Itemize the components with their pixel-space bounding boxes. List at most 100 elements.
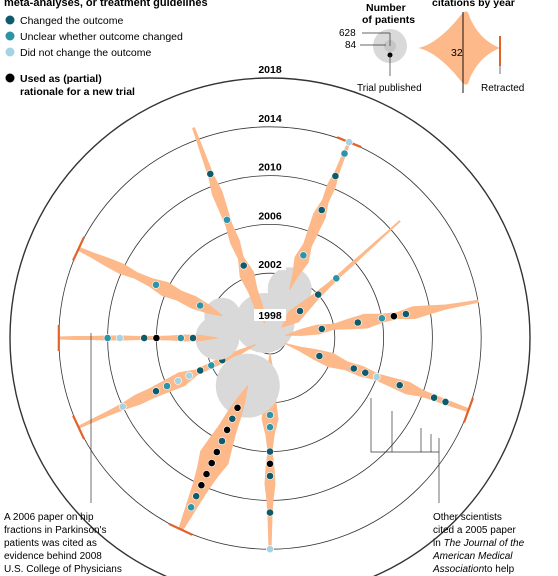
annotation-right-in: in [433,538,441,549]
citations-value: 32 [451,47,463,59]
ring-label-2010: 2010 [258,162,282,174]
trial-8-retracted-marker [72,236,86,261]
trial-3-dot-4-changed [401,310,410,318]
citations-title: citations by year [432,0,515,9]
trial-9-dot-4-black [212,448,221,456]
legend-unclear-swatch [5,31,15,41]
ring-label-bg-2010 [254,160,286,173]
trial-3-dot-3-black [389,312,398,321]
annotation-right-line-1: Other scientists [433,512,502,523]
legend-changed-label: Changed the outcome [20,15,123,27]
annotation-right-journal-3: Association [432,564,485,575]
trial-7-dot-2-black [152,334,161,342]
annotation-right-tail: to help [484,564,514,575]
legend-unclear-label: Unclear whether outcome changed [20,31,183,43]
trial-published-label: Trial published [357,83,422,94]
trial-9-dot-0-black [233,403,242,412]
annotation-right-bracket [370,398,439,453]
trial-9-dot-6-black [202,470,211,478]
annotation-left-line-4: evidence behind 2008 [4,551,102,562]
trial-5-dot-0-unclear [266,411,274,419]
annotation-left-line-1: A 2006 paper on hip [4,512,94,523]
trial-3-dot-0-changed [317,324,326,333]
trial-9-dot-8-changed [192,492,201,501]
trial-4-dot-4-changed [395,381,404,390]
ring-label-bg-2018 [254,63,286,75]
legend-rationale-label-1: Used as (partial) [20,73,102,85]
annotation-right-line-5: Associationto help [432,564,515,575]
trial-5-dot-3-black [266,459,274,468]
annotation-left: A 2006 paper on hip fractions in Parkins… [4,333,122,575]
trial-8-dot-0-unclear [196,301,205,310]
trial-4-dot-2-changed [361,368,370,377]
ring-label-bg-1998 [254,309,286,321]
trial-4-dot-0-changed [315,352,324,360]
ring-label-bg-2014 [254,111,286,124]
ring-label-2006: 2006 [258,210,282,222]
annotation-left-line-3: patients was cited as [4,538,97,549]
trial-7-dot-5-unclear [103,334,112,342]
ring-label-2002: 2002 [258,259,282,271]
annotation-right-line-4: American Medical [432,551,513,562]
trial-5-dot-5-changed [266,508,274,517]
ring-label-1998: 1998 [258,310,282,322]
trial-0-dot-2-changed [206,169,215,178]
patients-value-628: 628 [339,28,356,39]
trial-3-dot-2-unclear [377,314,386,323]
ring-label-2014: 2014 [258,113,282,125]
trial-3-dot-1-changed [353,318,362,327]
trial-2-dot-2-unclear [332,274,341,283]
trial-6-retracted-marker [72,415,86,440]
trial-5-dot-6-notchanged [266,545,274,554]
legend: meta-analyses, or treatment guidelines C… [4,0,208,98]
trial-6-dot-3-notchanged [185,371,194,380]
size-key: Number of patients 628 84 Trial publishe… [339,0,524,94]
trial-6-dot-6-changed [152,387,160,396]
patients-value-84: 84 [345,40,357,51]
annotation-right-line-3: in The Journal of the [433,538,525,549]
annotation-right-line-2: cited a 2005 paper [433,525,517,536]
annotation-left-line-2: fractions in Parkinson's [4,525,107,536]
trial-9 [168,353,280,536]
annotation-left-line-5: U.S. College of Physicians [4,564,122,575]
legend-notchanged-label: Did not change the outcome [20,47,151,59]
citations-violin [418,11,500,85]
trial-1-citations-body [289,141,351,290]
trial-7-dot-0-changed [189,334,197,342]
ring-label-bg-2006 [254,209,286,222]
trial-7-dot-1-unclear [176,334,185,342]
trial-6-dot-5-unclear [163,382,171,390]
trial-7-dot-3-changed [140,334,149,342]
trial-8-dot-1-unclear [152,280,160,289]
trials-group [57,127,479,554]
patients-title-2: of patients [362,14,415,26]
legend-rationale-swatch [5,73,15,83]
trial-6-dot-2-changed [196,366,205,375]
ring-label-bg-2002 [254,258,286,271]
trial-1-dot-3-unclear [340,149,349,158]
legend-notchanged-swatch [5,47,15,57]
trial-7-dot-4-notchanged [115,334,124,342]
trial-9-dot-9-unclear [187,503,195,512]
trial-0-dot-1-unclear [223,215,231,224]
trial-1-dot-0-unclear [299,251,308,260]
trial-5-dot-4-changed [266,472,274,480]
ring-labels: 1998 2002 2006 2010 2014 2018 [254,63,286,322]
trial-6-dot-4-notchanged [174,376,182,385]
trial-3 [285,299,479,336]
trial-2 [281,220,401,328]
trial-8 [72,236,241,334]
legend-heading: meta-analyses, or treatment guidelines [4,0,208,9]
legend-rationale-label-2: rationale for a new trial [20,86,135,98]
trial-1 [267,136,362,312]
trial-9-dot-5-black [207,459,216,467]
trial-1-dot-4-notchanged [345,138,353,147]
trial-2-citations-body [281,220,401,328]
trial-4-dot-1-changed [349,364,358,373]
annotation-right: Other scientists cited a 2005 paper in T… [370,398,525,575]
trial-4-dot-6-changed [441,397,450,406]
trial-4 [284,343,474,423]
trial-4-retracted-marker [462,397,474,423]
legend-changed-swatch [5,15,15,25]
